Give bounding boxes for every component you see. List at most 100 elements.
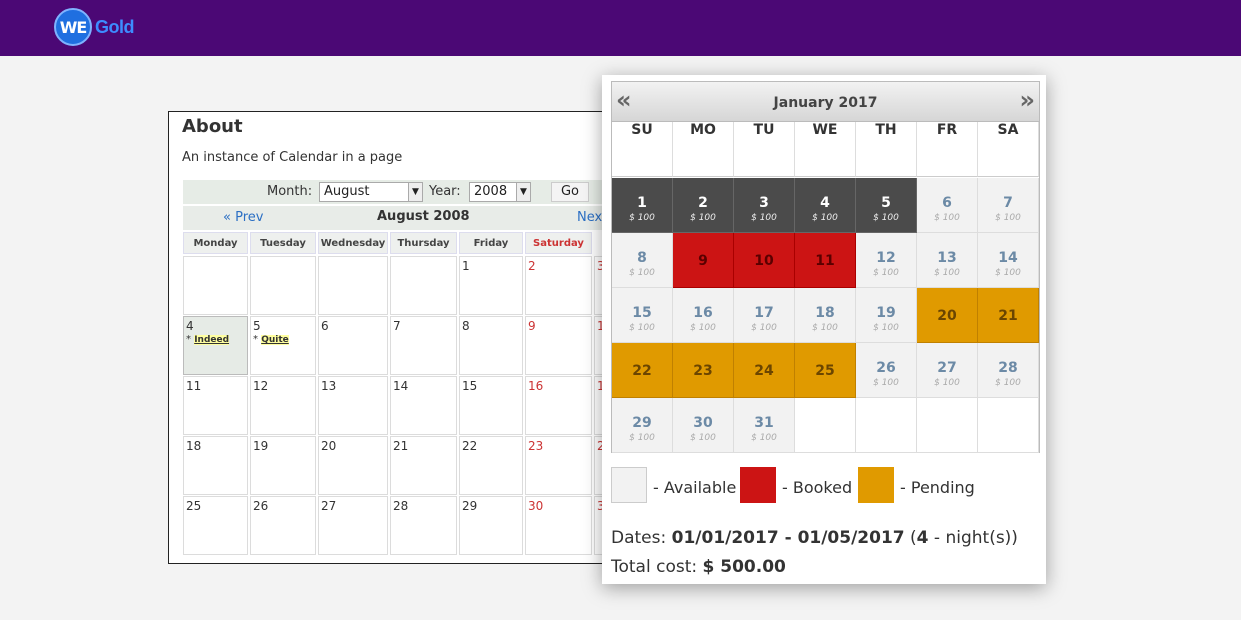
booking-day-selected[interactable]: 4 $ 100 <box>795 178 856 233</box>
booking-day-selected[interactable]: 5 $ 100 <box>856 178 917 233</box>
event-item[interactable]: * Quite <box>253 334 289 345</box>
weekday-header: Saturday <box>525 232 592 254</box>
booking-day-available[interactable]: 26 $ 100 <box>856 343 917 398</box>
day-cell[interactable]: 30 <box>525 496 592 555</box>
day-number: 21 <box>998 308 1018 324</box>
day-cell[interactable]: 16 <box>525 376 592 435</box>
next-month-icon[interactable]: » <box>1019 86 1035 114</box>
prev-month-link[interactable]: « Prev <box>223 210 264 225</box>
day-number: 10 <box>754 253 774 269</box>
day-cell[interactable]: 2 <box>525 256 592 315</box>
day-cell[interactable]: 13 <box>318 376 388 435</box>
dates-value: 01/01/2017 - 01/05/2017 <box>671 528 905 548</box>
day-cell[interactable]: 12 <box>250 376 316 435</box>
booking-day-pending[interactable]: 23 <box>673 343 734 398</box>
day-cell[interactable]: 21 <box>390 436 457 495</box>
booking-day-available[interactable]: 8 $ 100 <box>612 233 673 288</box>
day-cell[interactable]: 25 <box>183 496 248 555</box>
day-cell[interactable]: 14 <box>390 376 457 435</box>
booking-day-available[interactable]: 12 $ 100 <box>856 233 917 288</box>
dates-label: Dates: <box>611 528 667 548</box>
day-number: 31 <box>754 415 774 431</box>
booking-day-pending[interactable]: 21 <box>978 288 1039 343</box>
booking-day-selected[interactable]: 2 $ 100 <box>673 178 734 233</box>
day-cell[interactable]: 18 <box>183 436 248 495</box>
event-item[interactable]: * Indeed <box>186 334 230 345</box>
day-number: 18 <box>186 439 202 453</box>
day-cell[interactable]: 4 * Indeed <box>183 316 248 375</box>
weekday-header: SU <box>612 122 673 177</box>
booking-day-available[interactable]: 30 $ 100 <box>673 398 734 453</box>
month-select[interactable]: August ▼ <box>319 182 423 202</box>
day-cell[interactable]: 7 <box>390 316 457 375</box>
booking-day-available[interactable]: 17 $ 100 <box>734 288 795 343</box>
booking-day-available[interactable]: 15 $ 100 <box>612 288 673 343</box>
booking-day-empty <box>856 398 917 453</box>
day-cell[interactable]: 15 <box>459 376 523 435</box>
booking-day-available[interactable]: 18 $ 100 <box>795 288 856 343</box>
booking-day-available[interactable]: 19 $ 100 <box>856 288 917 343</box>
logo-text[interactable]: Gold <box>95 17 135 37</box>
day-cell[interactable]: 23 <box>525 436 592 495</box>
day-number: 7 <box>393 319 401 333</box>
day-number: 30 <box>693 415 713 431</box>
year-select[interactable]: 2008 ▼ <box>469 182 531 202</box>
booking-day-available[interactable]: 13 $ 100 <box>917 233 978 288</box>
day-cell[interactable]: 1 <box>459 256 523 315</box>
day-cell[interactable]: 28 <box>390 496 457 555</box>
day-price: $ 100 <box>934 378 960 388</box>
day-cell[interactable]: 5 * Quite <box>250 316 316 375</box>
day-cell[interactable]: 22 <box>459 436 523 495</box>
booking-day-pending[interactable]: 24 <box>734 343 795 398</box>
booking-day-available[interactable]: 16 $ 100 <box>673 288 734 343</box>
go-button[interactable]: Go <box>551 182 589 202</box>
next-month-link[interactable]: Next <box>577 210 608 225</box>
prev-month-icon[interactable]: « <box>616 86 632 114</box>
day-cell[interactable]: 26 <box>250 496 316 555</box>
booking-day-selected[interactable]: 3 $ 100 <box>734 178 795 233</box>
event-link[interactable]: Quite <box>261 335 289 345</box>
booking-day-booked[interactable]: 10 <box>734 233 795 288</box>
booking-day-available[interactable]: 27 $ 100 <box>917 343 978 398</box>
day-price: $ 100 <box>873 323 899 333</box>
booking-day-available[interactable]: 31 $ 100 <box>734 398 795 453</box>
day-number: 27 <box>937 360 957 376</box>
event-link[interactable]: Indeed <box>194 335 230 345</box>
day-number: 19 <box>876 305 896 321</box>
weekday-header: FR <box>917 122 978 177</box>
day-number: 15 <box>632 305 652 321</box>
top-bar: WE Gold <box>0 0 1241 56</box>
booking-day-available[interactable]: 7 $ 100 <box>978 178 1039 233</box>
weekday-header: SA <box>978 122 1039 177</box>
day-number: 1 <box>637 195 647 211</box>
day-price: $ 100 <box>995 213 1021 223</box>
booking-day-pending[interactable]: 20 <box>917 288 978 343</box>
day-cell[interactable]: 29 <box>459 496 523 555</box>
booking-day-available[interactable]: 14 $ 100 <box>978 233 1039 288</box>
day-number: 5 <box>253 319 261 333</box>
legend-booked-swatch <box>740 467 776 503</box>
day-cell[interactable]: 9 <box>525 316 592 375</box>
booking-day-booked[interactable]: 9 <box>673 233 734 288</box>
day-number: 1 <box>462 259 470 273</box>
logo-icon[interactable]: WE <box>54 8 92 46</box>
booking-day-pending[interactable]: 22 <box>612 343 673 398</box>
day-cell[interactable]: 20 <box>318 436 388 495</box>
day-cell[interactable]: 27 <box>318 496 388 555</box>
day-cell[interactable]: 11 <box>183 376 248 435</box>
day-cell[interactable]: 19 <box>250 436 316 495</box>
day-number: 23 <box>693 363 713 379</box>
booking-day-available[interactable]: 28 $ 100 <box>978 343 1039 398</box>
legend-pending-swatch <box>858 467 894 503</box>
booking-day-available[interactable]: 29 $ 100 <box>612 398 673 453</box>
booking-day-selected[interactable]: 1 $ 100 <box>612 178 673 233</box>
booking-day-available[interactable]: 6 $ 100 <box>917 178 978 233</box>
dates-summary: Dates: 01/01/2017 - 01/05/2017 (4 - nigh… <box>611 528 1018 548</box>
booking-day-pending[interactable]: 25 <box>795 343 856 398</box>
day-number: 9 <box>528 319 536 333</box>
day-cell[interactable]: 6 <box>318 316 388 375</box>
booking-day-booked[interactable]: 11 <box>795 233 856 288</box>
day-cell[interactable]: 8 <box>459 316 523 375</box>
day-number: 19 <box>253 439 269 453</box>
day-number: 6 <box>321 319 329 333</box>
